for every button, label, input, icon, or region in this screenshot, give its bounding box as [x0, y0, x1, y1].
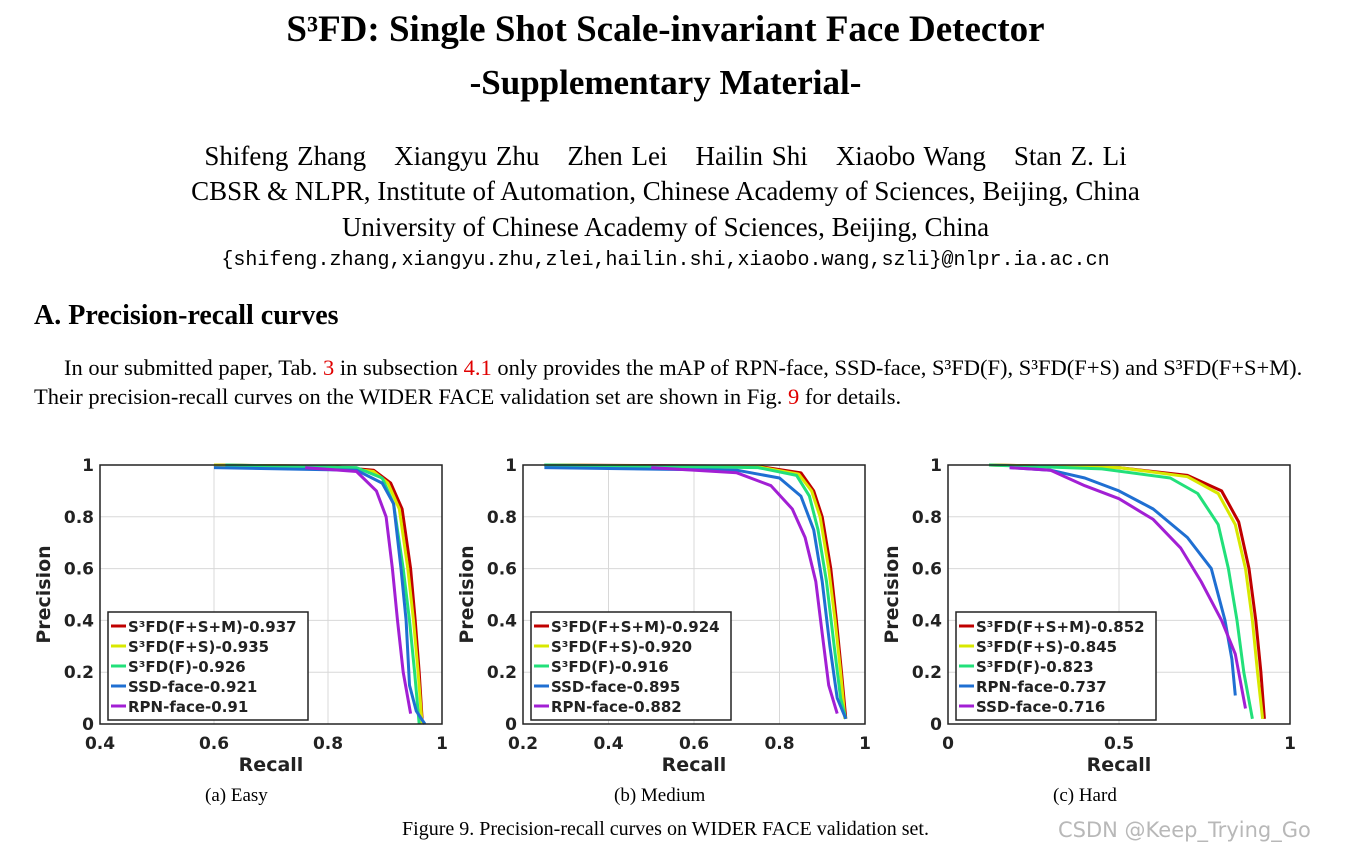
y-tick-label: 0.8 — [487, 508, 517, 528]
y-tick-label: 0.4 — [912, 611, 942, 631]
author: Xiangyu Zhu — [394, 141, 540, 171]
x-axis-label: Recall — [662, 754, 727, 776]
y-tick-label: 0.6 — [487, 560, 517, 580]
x-tick-label: 0.6 — [199, 734, 229, 754]
y-tick-label: 0.2 — [64, 663, 94, 683]
author: Shifeng Zhang — [204, 141, 367, 171]
pr-chart-hard: 0 0.5 1 0 0.2 0.4 0.6 0.8 1 Recall Precision S³FD(F… — [881, 456, 1296, 776]
x-tick-label: 0.8 — [764, 734, 794, 754]
legend-label: S³FD(F+S+M)-0.852 — [976, 618, 1145, 636]
y-tick-label: 0.2 — [487, 663, 517, 683]
series-line — [544, 463, 848, 720]
author: Hailin Shi — [695, 141, 808, 171]
section-paragraph: In our submitted paper, Tab. 3 in subsec… — [34, 353, 1304, 411]
x-axis-label: Recall — [239, 754, 304, 776]
legend-label: RPN-face-0.882 — [551, 698, 682, 716]
x-tick-label: 0.2 — [508, 734, 538, 754]
plot-frame — [947, 464, 1291, 725]
x-tick-label: 1 — [1284, 734, 1296, 754]
y-tick-label: 0 — [82, 715, 94, 735]
y-tick-label: 0.4 — [64, 611, 94, 631]
subsection-ref-link[interactable]: 4.1 — [463, 355, 492, 380]
x-tick-label: 1 — [436, 734, 448, 754]
author: Xiaobo Wang — [835, 141, 986, 171]
y-tick-label: 0.4 — [487, 611, 517, 631]
legend-label: S³FD(F)-0.926 — [128, 658, 246, 676]
x-tick-label: 0.4 — [85, 734, 115, 754]
legend-label: S³FD(F)-0.916 — [551, 658, 669, 676]
legend-label: SSD-face-0.895 — [551, 678, 680, 696]
series-line — [213, 466, 427, 725]
y-tick-label: 0.2 — [912, 663, 942, 683]
series-line — [544, 466, 848, 720]
text: In our submitted paper, Tab. — [64, 355, 323, 380]
legend-label: S³FD(F+S+M)-0.937 — [128, 618, 297, 636]
text: in subsection — [334, 355, 464, 380]
author: Zhen Lei — [567, 141, 668, 171]
x-tick-label: 0.5 — [1104, 734, 1134, 754]
series-line — [988, 463, 1265, 719]
series-line — [988, 463, 1254, 720]
text: only provides the mAP of RPN-face, SSD-f… — [34, 355, 1303, 409]
figure-caption: Figure 9. Precision-recall curves on WID… — [402, 818, 929, 840]
x-tick-label: 0 — [942, 734, 954, 754]
legend-label: S³FD(F+S+M)-0.924 — [551, 618, 720, 636]
y-tick-label: 0.8 — [912, 508, 942, 528]
legend-label: RPN-face-0.737 — [976, 678, 1107, 696]
watermark: CSDN @Keep_Trying_Go — [1058, 818, 1311, 842]
legend-label: S³FD(F)-0.823 — [976, 658, 1094, 676]
y-tick-label: 1 — [505, 456, 517, 476]
author-emails: {shifeng.zhang,xiangyu.zhu,zlei,hailin.s… — [221, 249, 1110, 272]
legend-box — [530, 611, 732, 721]
table-ref-link[interactable]: 3 — [322, 355, 335, 380]
legend-box — [955, 611, 1157, 721]
y-tick-label: 0 — [930, 715, 942, 735]
legend-label: SSD-face-0.716 — [976, 698, 1105, 716]
legend-label: S³FD(F+S)-0.935 — [128, 638, 269, 656]
y-axis-label: Precision — [881, 545, 903, 643]
x-tick-label: 0.6 — [679, 734, 709, 754]
plot-frame — [99, 464, 443, 725]
subcaption-hard: (c) Hard — [1053, 785, 1117, 806]
paper-title: S³FD: Single Shot Scale-invariant Face D… — [286, 9, 1045, 50]
subcaption-medium: (b) Medium — [614, 785, 706, 806]
x-axis-label: Recall — [1087, 754, 1152, 776]
paper-subtitle: -Supplementary Material- — [469, 63, 862, 102]
author-list: Shifeng Zhang Xiangyu Zhu Zhen Lei Hailin S… — [0, 141, 1331, 172]
affiliation: University of Chinese Academy of Science… — [341, 212, 990, 242]
x-tick-label: 0.4 — [593, 734, 623, 754]
legend-label: SSD-face-0.921 — [128, 678, 257, 696]
x-tick-label: 1 — [859, 734, 871, 754]
subcaption-easy: (a) Easy — [205, 785, 268, 806]
y-tick-label: 0.6 — [912, 560, 942, 580]
legend-label: S³FD(F+S)-0.920 — [551, 638, 692, 656]
section-heading: A. Precision-recall curves — [34, 300, 339, 331]
y-tick-label: 1 — [82, 456, 94, 476]
y-tick-label: 0 — [505, 715, 517, 735]
legend-box — [107, 611, 309, 721]
y-tick-label: 0.8 — [64, 508, 94, 528]
x-tick-label: 0.8 — [313, 734, 343, 754]
author: Stan Z. Li — [1013, 141, 1127, 171]
pr-chart-medium: 0.2 0.4 0.6 0.8 100.20.40.60.81RecallPrecisi… — [456, 456, 871, 776]
text: for details. — [799, 384, 902, 409]
series-line — [305, 466, 413, 714]
figure-ref-link[interactable]: 9 — [787, 384, 800, 409]
y-axis-label: Precision — [33, 545, 55, 643]
y-axis-label: Precision — [456, 545, 478, 643]
y-tick-label: 0.6 — [64, 560, 94, 580]
affiliation: CBSR & NLPR, Institute of Automation, Ch… — [191, 176, 1140, 206]
legend-label: S³FD(F+S)-0.845 — [976, 638, 1117, 656]
legend-label: RPN-face-0.91 — [128, 698, 248, 716]
series-line — [1009, 466, 1247, 709]
series-line — [651, 466, 839, 715]
plot-frame — [522, 464, 866, 725]
pr-chart-easy: 0.4 0.6 0.8 1 0 0.2 0.4 0.6 0.8 1 Recall Precision S… — [33, 456, 448, 776]
y-tick-label: 1 — [930, 456, 942, 476]
